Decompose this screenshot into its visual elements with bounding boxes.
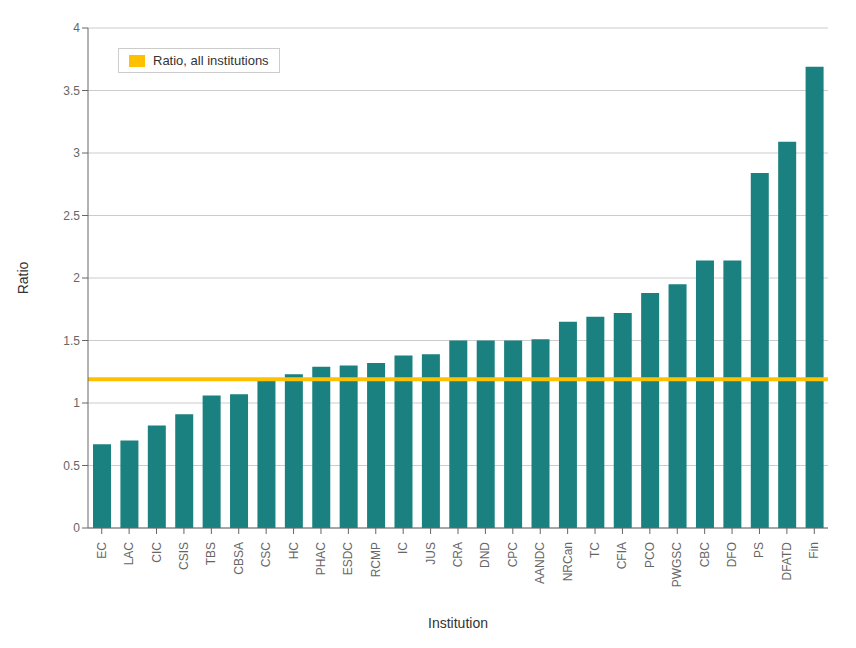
svg-text:RCMP: RCMP [369, 542, 383, 577]
html-text:Ratio, all institutions: Ratio, all institutions [153, 53, 269, 68]
svg-text:Fin: Fin [807, 542, 821, 559]
svg-text:CFIA: CFIA [615, 542, 629, 569]
svg-text:CPC: CPC [506, 542, 520, 568]
svg-text:1: 1 [73, 396, 80, 410]
svg-text:CIC: CIC [150, 542, 164, 563]
svg-text:CBSA: CBSA [232, 542, 246, 575]
svg-text:4: 4 [73, 21, 80, 35]
svg-text:IC: IC [396, 542, 410, 554]
svg-text:PCO: PCO [643, 542, 657, 568]
svg-text:2.5: 2.5 [63, 209, 80, 223]
svg-text:DFATD: DFATD [780, 542, 794, 581]
svg-text:PWGSC: PWGSC [670, 542, 684, 588]
svg-text:ESDC: ESDC [341, 542, 355, 576]
svg-text:3.5: 3.5 [63, 84, 80, 98]
svg-text:PS: PS [752, 542, 766, 558]
svg-text:CSC: CSC [259, 542, 273, 568]
svg-text:HC: HC [287, 542, 301, 560]
svg-text:0: 0 [73, 521, 80, 535]
svg-text:AANDC: AANDC [533, 542, 547, 584]
svg-text:CBC: CBC [698, 542, 712, 568]
svg-text:Institution: Institution [428, 615, 488, 631]
svg-text:LAC: LAC [122, 542, 136, 566]
svg-text:1.5: 1.5 [63, 334, 80, 348]
svg-text:EC: EC [95, 542, 109, 559]
svg-text:TC: TC [588, 542, 602, 558]
svg-text:NRCan: NRCan [561, 542, 575, 581]
svg-text:Ratio: Ratio [15, 261, 31, 294]
svg-text:TBS: TBS [204, 542, 218, 565]
svg-text:PHAC: PHAC [314, 542, 328, 576]
svg-text:DND: DND [478, 542, 492, 568]
svg-text:DFO: DFO [725, 542, 739, 567]
svg-text:0.5: 0.5 [63, 459, 80, 473]
svg-text:3: 3 [73, 146, 80, 160]
svg-text:CSIS: CSIS [177, 542, 191, 570]
svg-text:2: 2 [73, 271, 80, 285]
svg-text:JUS: JUS [424, 542, 438, 565]
svg-text:CRA: CRA [451, 542, 465, 567]
